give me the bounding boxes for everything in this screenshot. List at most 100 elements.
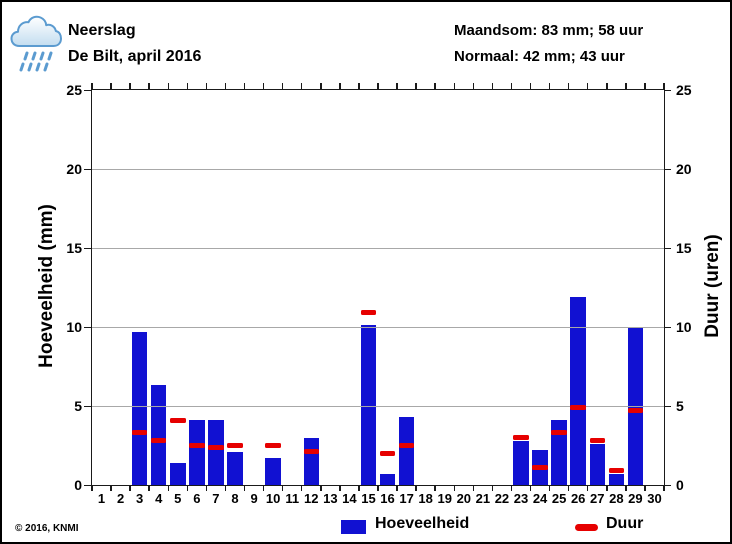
bar-day-7 — [208, 420, 224, 485]
x-axis-tick-bottom — [663, 485, 665, 491]
x-axis-tick-bottom — [358, 485, 360, 491]
x-tick-label-day-20: 20 — [456, 491, 472, 506]
x-axis-tick-top — [205, 82, 208, 89]
x-axis-tick-bottom — [625, 485, 627, 491]
header-summary: Maandsom: 83 mm; 58 uur Normaal: 42 mm; … — [454, 18, 643, 70]
copyright: © 2016, KNMI — [15, 523, 79, 534]
duration-mark-day-29 — [627, 408, 644, 414]
x-axis-tick-top — [281, 82, 284, 89]
x-tick-label-day-15: 15 — [361, 491, 376, 506]
y-axis-tick-right — [664, 168, 671, 170]
legend-swatch-duur — [575, 524, 598, 531]
y-tick-label-right: 0 — [676, 477, 684, 493]
bar-day-16 — [379, 473, 396, 485]
y-tick-label-right: 10 — [676, 319, 692, 335]
x-axis-tick-bottom — [167, 485, 170, 491]
x-axis-tick-bottom — [148, 485, 150, 491]
y-tick-label-left: 0 — [74, 477, 82, 493]
x-axis-tick-bottom — [224, 485, 227, 491]
duration-mark-day-17 — [398, 443, 415, 448]
legend-label-hoeveelheid: Hoeveelheid — [375, 515, 470, 532]
x-axis-tick-bottom — [396, 485, 398, 491]
x-axis-tick-bottom — [91, 485, 93, 491]
bar-day-10 — [265, 458, 281, 485]
x-axis-tick-top — [472, 82, 475, 89]
x-tick-label-day-26: 26 — [570, 491, 586, 506]
x-tick-label-day-5: 5 — [174, 491, 182, 506]
bar-day-23 — [513, 440, 529, 485]
x-axis-tick-top — [91, 82, 93, 89]
x-axis-tick-top — [186, 82, 189, 89]
x-axis-tick-bottom — [586, 485, 589, 491]
x-tick-label-day-16: 16 — [380, 491, 395, 506]
y-tick-label-right: 15 — [676, 240, 692, 256]
x-axis-tick-top — [167, 82, 170, 89]
duration-mark-day-6 — [189, 443, 205, 448]
x-tick-label-day-27: 27 — [590, 491, 605, 506]
y-tick-label-left: 10 — [66, 319, 82, 335]
duration-mark-day-27 — [589, 438, 606, 444]
x-tick-label-day-21: 21 — [475, 491, 491, 506]
x-axis-tick-top — [320, 82, 322, 89]
x-axis-tick-top — [434, 82, 436, 89]
x-axis-tick-bottom — [186, 485, 189, 491]
x-tick-label-day-11: 11 — [285, 491, 300, 506]
x-axis-tick-bottom — [529, 485, 532, 491]
y-axis-label-right: Duur (uren) — [702, 234, 723, 338]
duration-mark-day-23 — [513, 435, 529, 441]
x-axis-tick-bottom — [110, 485, 112, 491]
y-axis-tick-left — [84, 247, 91, 249]
x-axis-tick-bottom — [281, 485, 284, 491]
duration-mark-day-24 — [532, 465, 548, 471]
x-tick-label-day-6: 6 — [193, 491, 201, 506]
bar-day-3 — [131, 331, 148, 485]
duration-mark-day-5 — [170, 417, 186, 423]
x-axis-tick-top — [243, 82, 246, 89]
plot-area: 0 0 5 5 10 10 15 15 20 20 25 25 1 2 3 4 5 6 7 8 9 10 11 12 13 14 1… — [66, 82, 691, 506]
x-axis-tick-top — [396, 82, 398, 89]
gridline-15 — [92, 248, 664, 249]
rain-cloud-icon — [10, 15, 62, 78]
duration-mark-day-28 — [608, 468, 625, 474]
x-tick-label-day-22: 22 — [494, 491, 510, 506]
x-axis-tick-top — [377, 82, 379, 89]
gridline-10 — [92, 327, 664, 328]
x-tick-label-day-24: 24 — [532, 491, 548, 506]
x-axis-tick-bottom — [415, 485, 417, 491]
x-axis-tick-bottom — [377, 485, 379, 491]
x-tick-label-day-9: 9 — [250, 491, 258, 506]
y-axis-tick-left — [84, 89, 91, 91]
x-axis-tick-top — [510, 82, 513, 89]
summary-month-total: Maandsom: 83 mm; 58 uur — [454, 22, 644, 39]
x-axis-tick-bottom — [129, 485, 131, 491]
x-tick-label-day-8: 8 — [231, 491, 239, 506]
bar-day-6 — [189, 420, 205, 485]
y-axis-tick-left — [84, 326, 91, 328]
chart-subtitle: De Bilt, april 2016 — [68, 48, 202, 65]
x-axis-tick-bottom — [205, 485, 208, 491]
x-axis-tick-top — [453, 82, 456, 89]
x-axis-tick-top — [224, 82, 227, 89]
x-tick-label-day-14: 14 — [342, 491, 357, 506]
duration-mark-day-3 — [131, 430, 148, 436]
x-axis-tick-top — [567, 82, 570, 89]
y-axis-tick-right — [664, 89, 671, 91]
duration-mark-day-26 — [570, 405, 586, 411]
bar-day-28 — [608, 473, 625, 485]
duration-mark-day-12 — [303, 449, 320, 455]
x-tick-label-day-25: 25 — [551, 491, 567, 506]
y-axis-label-left: Hoeveelheid (mm) — [36, 204, 57, 368]
gridline-5 — [92, 406, 664, 407]
x-axis-tick-bottom — [434, 485, 436, 491]
x-tick-label-day-12: 12 — [304, 491, 319, 506]
y-axis-tick-right — [664, 484, 671, 486]
y-axis-tick-right — [664, 247, 671, 249]
x-axis-tick-top — [644, 82, 646, 89]
x-axis-tick-bottom — [472, 485, 475, 491]
duration-mark-day-8 — [227, 443, 243, 448]
x-axis-tick-top — [129, 82, 131, 89]
x-tick-label-day-4: 4 — [155, 491, 163, 506]
x-axis-tick-top — [148, 82, 150, 89]
legend-swatch-hoeveelheid — [341, 520, 366, 534]
y-axis-tick-right — [664, 405, 671, 407]
